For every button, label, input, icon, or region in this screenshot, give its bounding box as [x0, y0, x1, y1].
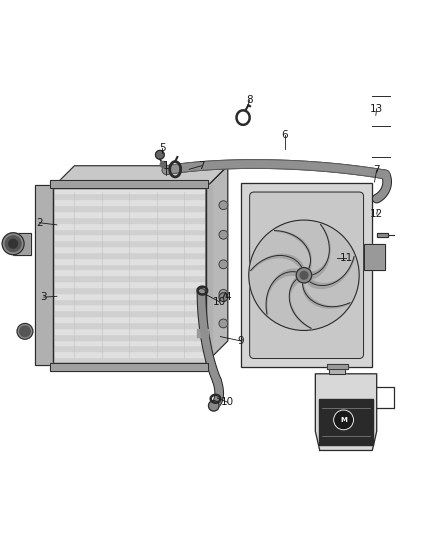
- Bar: [329, 367, 346, 374]
- Bar: [55, 269, 204, 275]
- Bar: [55, 188, 204, 193]
- Bar: [55, 287, 204, 293]
- Circle shape: [300, 271, 308, 279]
- Circle shape: [249, 220, 359, 330]
- Polygon shape: [315, 374, 377, 450]
- Bar: [55, 340, 204, 345]
- Bar: [55, 229, 204, 235]
- Text: 11: 11: [339, 253, 353, 263]
- Text: 8: 8: [246, 95, 253, 105]
- Bar: [13, 233, 31, 255]
- Circle shape: [219, 293, 228, 302]
- Circle shape: [9, 239, 18, 248]
- Circle shape: [219, 260, 228, 269]
- Text: 7: 7: [198, 161, 205, 171]
- Bar: [55, 199, 204, 205]
- Bar: [55, 205, 204, 211]
- Bar: [55, 345, 204, 351]
- Bar: [50, 180, 208, 188]
- Bar: [319, 399, 373, 445]
- Circle shape: [160, 161, 166, 167]
- Bar: [55, 264, 204, 269]
- Circle shape: [17, 324, 33, 339]
- Circle shape: [208, 400, 219, 411]
- Bar: [55, 252, 204, 258]
- Text: 2: 2: [36, 217, 43, 228]
- Text: 13: 13: [370, 104, 383, 114]
- Bar: [241, 183, 372, 367]
- Bar: [55, 217, 204, 223]
- Bar: [55, 334, 204, 340]
- Text: 1: 1: [163, 161, 170, 171]
- Bar: [206, 185, 212, 365]
- Bar: [55, 182, 204, 188]
- Bar: [55, 281, 204, 287]
- Circle shape: [219, 319, 228, 328]
- Polygon shape: [206, 166, 228, 363]
- Bar: [55, 316, 204, 322]
- Circle shape: [219, 289, 228, 298]
- Bar: [329, 367, 346, 374]
- Bar: [327, 364, 348, 369]
- Bar: [55, 246, 204, 252]
- Text: ·: ·: [11, 233, 14, 243]
- Circle shape: [334, 410, 353, 430]
- Bar: [55, 293, 204, 298]
- Bar: [55, 275, 204, 281]
- Bar: [55, 240, 204, 246]
- Bar: [55, 193, 204, 199]
- Text: 7: 7: [373, 165, 380, 175]
- Bar: [55, 223, 204, 229]
- Bar: [364, 244, 385, 270]
- FancyBboxPatch shape: [250, 192, 364, 359]
- Bar: [53, 188, 206, 363]
- Bar: [35, 185, 53, 365]
- Text: 10: 10: [221, 397, 234, 407]
- Polygon shape: [53, 166, 228, 188]
- Circle shape: [219, 230, 228, 239]
- Bar: [50, 363, 208, 371]
- Text: 3: 3: [40, 292, 47, 302]
- Text: 12: 12: [370, 209, 383, 219]
- Bar: [327, 364, 348, 369]
- Bar: [377, 232, 388, 237]
- Bar: [377, 232, 388, 237]
- Circle shape: [296, 268, 312, 283]
- Bar: [197, 329, 208, 336]
- Text: M: M: [340, 417, 347, 423]
- Bar: [55, 351, 204, 357]
- Text: 6: 6: [281, 130, 288, 140]
- Bar: [55, 357, 204, 363]
- Bar: [50, 180, 208, 188]
- Bar: [55, 322, 204, 328]
- Bar: [55, 328, 204, 334]
- Bar: [53, 188, 206, 363]
- Circle shape: [5, 236, 21, 252]
- Bar: [241, 183, 372, 367]
- Bar: [55, 211, 204, 217]
- Text: 9: 9: [237, 336, 244, 346]
- Bar: [55, 310, 204, 316]
- Text: 5: 5: [159, 143, 166, 154]
- Text: 10: 10: [212, 296, 226, 306]
- Circle shape: [20, 326, 30, 336]
- Circle shape: [155, 150, 164, 159]
- Bar: [55, 304, 204, 310]
- Bar: [364, 244, 385, 270]
- Bar: [55, 235, 204, 240]
- Circle shape: [335, 411, 352, 429]
- Bar: [13, 233, 31, 255]
- Bar: [50, 363, 208, 371]
- Bar: [55, 258, 204, 264]
- Bar: [35, 185, 53, 365]
- Circle shape: [2, 233, 24, 255]
- Bar: [55, 298, 204, 304]
- Circle shape: [219, 201, 228, 209]
- Text: 4: 4: [224, 292, 231, 302]
